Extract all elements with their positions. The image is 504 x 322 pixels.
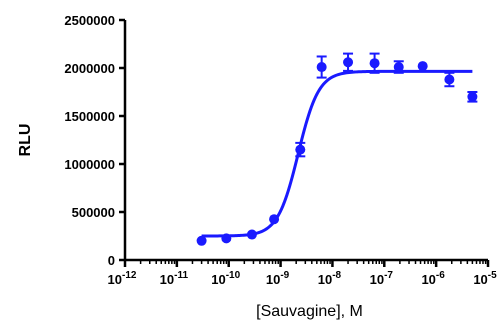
data-point [246,229,257,240]
y-tick-label: 2000000 [64,61,115,76]
data-point [444,74,455,85]
x-tick-label: 10-8 [318,270,342,287]
y-ticks: 0 500000 1000000 1500000 2000000 2500000 [64,13,125,268]
x-axis-title: [Sauvagine], M [256,303,363,320]
data-point [417,61,428,72]
data-point [295,144,306,155]
data-point [343,57,354,68]
y-tick-label: 0 [108,253,115,268]
x-tick-label: 10-10 [211,270,240,287]
data-point [221,233,232,244]
y-tick-label: 500000 [72,205,115,220]
y-tick-label: 1000000 [64,157,115,172]
data-point [196,235,207,246]
data-point [393,62,404,73]
fit-curve [201,69,473,238]
axes [123,20,488,262]
x-tick-label: 10-5 [473,270,497,287]
y-tick-label: 1500000 [64,109,115,124]
x-ticks: 10-12 10-11 10-10 10-9 10-8 10-7 10-6 10-5 [108,260,497,287]
data-point [467,91,478,102]
data-points [196,57,478,246]
x-tick-label: 10-7 [370,270,394,287]
data-point [369,58,380,69]
x-tick-label: 10-9 [266,270,290,287]
y-tick-label: 2500000 [64,13,115,28]
x-tick-label: 10-6 [421,270,445,287]
y-axis-title: RLU [17,124,34,157]
x-tick-label: 10-12 [108,270,137,287]
data-point [269,214,280,225]
data-point [316,62,327,73]
x-tick-label: 10-11 [160,270,189,287]
